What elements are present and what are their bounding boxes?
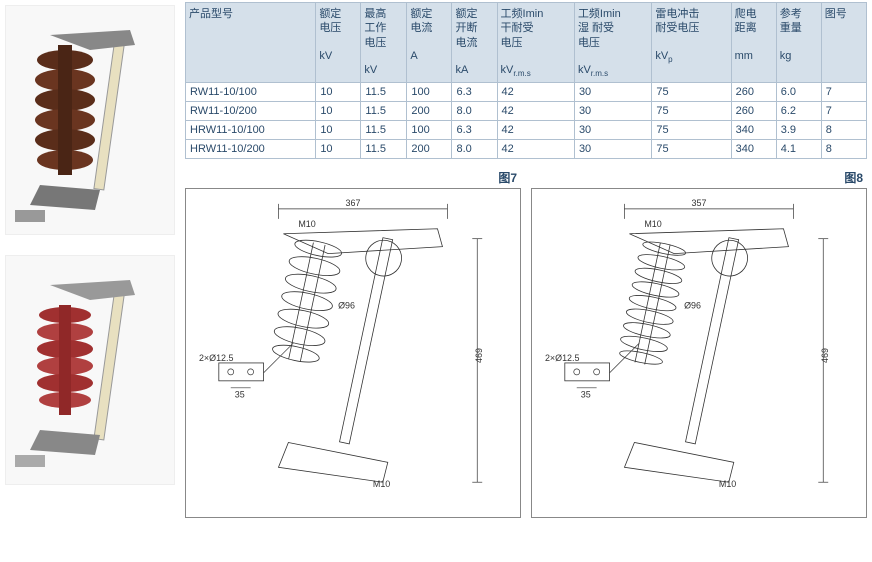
table-cell: 4.1 <box>776 140 821 159</box>
figure-8-wrap: 图8 357 M10 469 <box>531 167 867 518</box>
table-cell: HRW11-10/100 <box>186 121 316 140</box>
table-cell: 100 <box>407 83 452 102</box>
table-cell: 42 <box>497 102 574 121</box>
table-cell: 11.5 <box>361 140 407 159</box>
table-cell: 42 <box>497 83 574 102</box>
table-cell: 6.0 <box>776 83 821 102</box>
svg-text:M10: M10 <box>644 219 661 229</box>
svg-text:469: 469 <box>474 348 484 363</box>
svg-text:35: 35 <box>235 390 245 400</box>
table-cell: 10 <box>316 121 361 140</box>
table-cell: 340 <box>731 140 776 159</box>
table-cell: 6.3 <box>452 83 497 102</box>
svg-text:Ø96: Ø96 <box>338 300 355 310</box>
table-cell: 75 <box>652 83 731 102</box>
page-container: 产品型号额定电压kV最高工作电压kV额定电流A额定开断电流kA工频Imin干耐受… <box>0 0 872 562</box>
svg-text:367: 367 <box>346 198 361 208</box>
data-column: 产品型号额定电压kV最高工作电压kV额定电流A额定开断电流kA工频Imin干耐受… <box>180 0 872 562</box>
svg-text:2×Ø12.5: 2×Ø12.5 <box>545 353 580 363</box>
col-header-6: 工频Imin湿 耐受电压kVr.m.s <box>574 3 651 83</box>
table-cell: RW11-10/200 <box>186 102 316 121</box>
figure-8-diagram: 357 M10 469 <box>531 188 867 518</box>
svg-text:35: 35 <box>581 390 591 400</box>
col-header-8: 爬电距离mm <box>731 3 776 83</box>
figure-7-wrap: 图7 367 M10 469 <box>185 167 521 518</box>
table-cell: 42 <box>497 121 574 140</box>
table-cell: 6.2 <box>776 102 821 121</box>
table-cell: 10 <box>316 140 361 159</box>
table-cell: 260 <box>731 83 776 102</box>
figure-8-label: 图8 <box>531 167 867 188</box>
col-header-3: 额定电流A <box>407 3 452 83</box>
svg-text:M10: M10 <box>719 479 736 489</box>
table-cell: 7 <box>821 102 866 121</box>
svg-text:M10: M10 <box>298 219 315 229</box>
table-cell: 6.3 <box>452 121 497 140</box>
table-cell: 8 <box>821 140 866 159</box>
table-cell: 30 <box>574 140 651 159</box>
col-header-2: 最高工作电压kV <box>361 3 407 83</box>
col-header-10: 图号 <box>821 3 866 83</box>
table-cell: 260 <box>731 102 776 121</box>
table-cell: 8.0 <box>452 140 497 159</box>
col-header-0: 产品型号 <box>186 3 316 83</box>
table-cell: 200 <box>407 102 452 121</box>
table-cell: 42 <box>497 140 574 159</box>
table-row: HRW11-10/1001011.51006.34230753403.98 <box>186 121 867 140</box>
product-image-1 <box>5 5 175 235</box>
table-cell: 200 <box>407 140 452 159</box>
table-cell: 11.5 <box>361 102 407 121</box>
table-cell: 10 <box>316 102 361 121</box>
table-row: RW11-10/1001011.51006.34230752606.07 <box>186 83 867 102</box>
svg-text:Ø96: Ø96 <box>684 300 701 310</box>
table-cell: 75 <box>652 140 731 159</box>
table-cell: 75 <box>652 102 731 121</box>
figure-7-label: 图7 <box>185 167 521 188</box>
col-header-1: 额定电压kV <box>316 3 361 83</box>
product-image-2 <box>5 255 175 485</box>
col-header-9: 参考重量kg <box>776 3 821 83</box>
svg-text:M10: M10 <box>373 479 390 489</box>
product-images-column <box>0 0 180 562</box>
figures-row: 图7 367 M10 469 <box>185 167 867 518</box>
svg-text:357: 357 <box>692 198 707 208</box>
table-row: RW11-10/2001011.52008.04230752606.27 <box>186 102 867 121</box>
col-header-4: 额定开断电流kA <box>452 3 497 83</box>
svg-text:2×Ø12.5: 2×Ø12.5 <box>199 353 234 363</box>
table-cell: 75 <box>652 121 731 140</box>
table-cell: 11.5 <box>361 83 407 102</box>
table-cell: 3.9 <box>776 121 821 140</box>
table-cell: 8.0 <box>452 102 497 121</box>
table-cell: 340 <box>731 121 776 140</box>
col-header-7: 雷电冲击耐受电压kVp <box>652 3 731 83</box>
table-cell: 11.5 <box>361 121 407 140</box>
table-cell: 10 <box>316 83 361 102</box>
table-cell: 30 <box>574 102 651 121</box>
table-cell: 30 <box>574 83 651 102</box>
table-cell: HRW11-10/200 <box>186 140 316 159</box>
table-cell: 100 <box>407 121 452 140</box>
table-cell: 8 <box>821 121 866 140</box>
spec-table: 产品型号额定电压kV最高工作电压kV额定电流A额定开断电流kA工频Imin干耐受… <box>185 2 867 159</box>
col-header-5: 工频Imin干耐受电压kVr.m.s <box>497 3 574 83</box>
table-row: HRW11-10/2001011.52008.04230753404.18 <box>186 140 867 159</box>
svg-text:469: 469 <box>820 348 830 363</box>
table-cell: 30 <box>574 121 651 140</box>
table-cell: 7 <box>821 83 866 102</box>
figure-7-diagram: 367 M10 469 <box>185 188 521 518</box>
table-cell: RW11-10/100 <box>186 83 316 102</box>
